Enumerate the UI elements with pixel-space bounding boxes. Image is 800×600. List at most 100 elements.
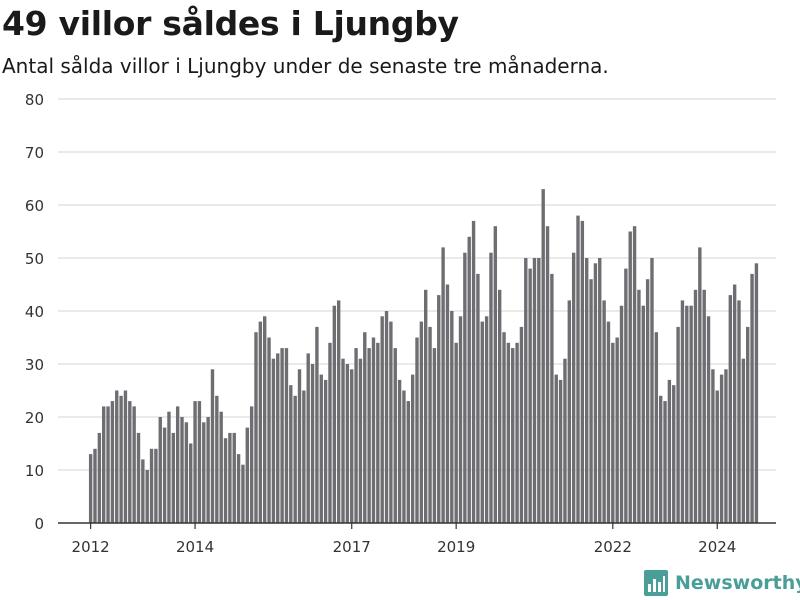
bar [537,258,541,523]
bar [615,337,619,523]
bar [471,220,476,523]
brand-name: Newsworthy [675,572,800,594]
bar [432,348,437,523]
bar [175,406,180,523]
y-tick-label: 60 [25,197,44,215]
bar [685,305,689,523]
bar [415,337,419,523]
bar [428,326,432,523]
brand-logo[interactable]: Newsworthy [644,568,800,598]
bar [458,316,463,523]
bar [715,390,719,523]
bar [149,448,154,523]
bar [497,289,502,523]
bar [658,395,663,523]
bar [632,226,637,523]
bar [545,226,550,523]
x-tick-label: 2012 [72,538,110,556]
bar [619,305,624,523]
bar [606,321,611,523]
bar [754,263,759,523]
bar [711,369,715,523]
bar [502,332,506,523]
bar [328,342,332,523]
bar [676,326,680,523]
bar [110,401,115,523]
bar [410,374,415,523]
bar [484,316,489,523]
bar [450,311,454,523]
bar [706,316,711,523]
bar [258,321,263,523]
bar [350,369,354,523]
bar [693,289,698,523]
bar [637,289,641,523]
bar [136,432,141,523]
bar [384,311,389,523]
bar [511,348,515,523]
x-tick-label: 2019 [437,538,475,556]
bar [550,273,554,523]
bar [737,300,741,523]
bar [289,385,293,523]
bar [380,316,384,523]
bar [732,284,737,523]
bar [567,300,571,523]
bar [580,220,585,523]
bar [93,448,97,523]
bar [162,427,167,523]
bar [680,300,685,523]
bar [223,438,228,523]
bar [402,390,406,523]
bar [219,411,223,523]
bar [389,321,393,523]
y-tick-label: 50 [25,250,44,268]
y-tick-label: 40 [25,303,44,321]
bar [267,337,271,523]
bar [480,321,484,523]
bar [245,427,249,523]
bar [128,401,132,523]
bar [558,379,563,523]
bar [541,189,545,523]
bar [341,358,345,523]
bar [598,258,602,523]
bar [663,401,667,523]
bar [724,369,728,523]
bar [315,326,319,523]
bar [184,422,189,523]
bar [750,273,754,523]
bar [276,353,280,523]
bar [319,374,323,523]
bar [397,379,402,523]
bar [241,464,245,523]
bar [271,358,276,523]
bar [528,268,532,523]
bar [119,395,123,523]
bar [441,247,445,523]
bar [310,364,315,523]
bar [215,395,219,523]
bar [141,459,145,523]
bar [576,215,580,523]
bar [354,348,358,523]
bar [519,326,524,523]
bar [489,252,493,523]
bar [524,258,528,523]
bar [323,379,328,523]
bar [293,395,297,523]
bar [202,422,206,523]
bar [206,417,210,523]
bar [641,305,645,523]
bar [210,369,215,523]
bar [132,406,136,523]
bar [702,289,706,523]
bar-chart-icon [644,570,668,596]
bar [115,390,119,523]
bar [719,374,724,523]
bar [145,470,149,523]
bar [306,353,310,523]
y-tick-label: 10 [25,462,44,480]
x-tick-label: 2017 [333,538,371,556]
